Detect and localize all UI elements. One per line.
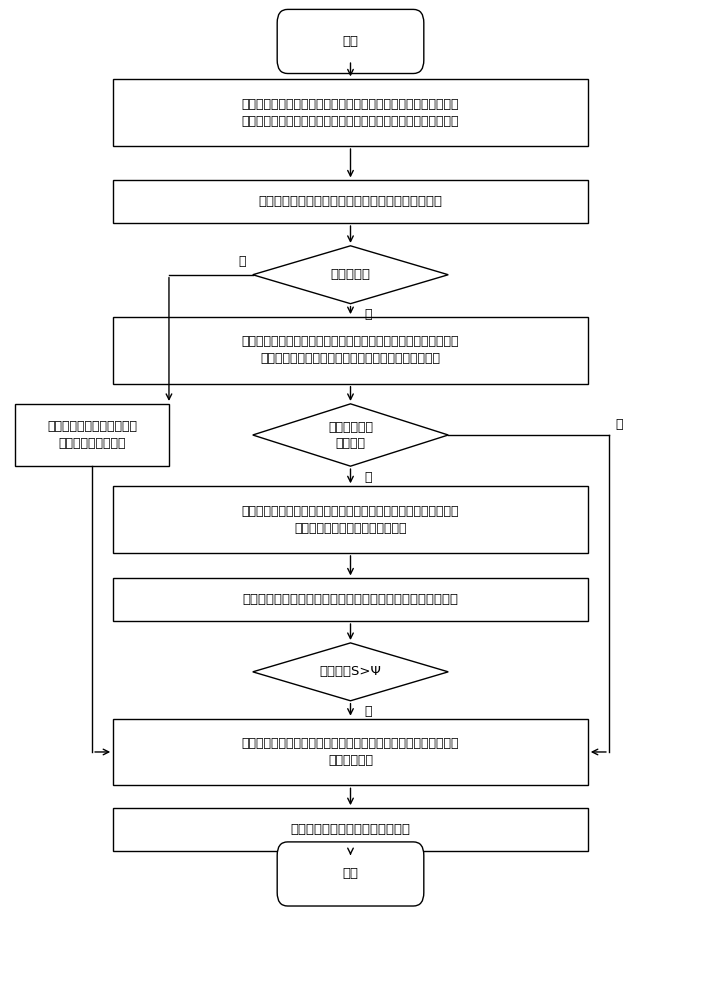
FancyBboxPatch shape xyxy=(277,9,424,74)
Text: 是: 是 xyxy=(365,308,372,321)
FancyBboxPatch shape xyxy=(15,404,169,466)
Text: 结束: 结束 xyxy=(343,867,358,880)
Text: 评估函数S>Ψ: 评估函数S>Ψ xyxy=(320,665,381,678)
Text: 导入全部数据，按照映射关系对数据预处理，评估预处理结果: 导入全部数据，按照映射关系对数据预处理，评估预处理结果 xyxy=(243,593,458,606)
Polygon shape xyxy=(253,246,448,304)
Text: 输出预处理结果，记录预处理日志: 输出预处理结果，记录预处理日志 xyxy=(290,823,411,836)
Text: 添加数据表的关键字和所有
字段到预处理规则库: 添加数据表的关键字和所有 字段到预处理规则库 xyxy=(47,420,137,450)
Text: 否: 否 xyxy=(238,255,246,268)
Text: 找到数据表数据所有字段，确定对应数值类型，比较数据表关键字
与对应数值类型和预处理规则库关键字与对应数值类型: 找到数据表数据所有字段，确定对应数值类型，比较数据表关键字 与对应数值类型和预处… xyxy=(242,335,459,365)
FancyBboxPatch shape xyxy=(113,578,588,621)
Text: 关键字与数值
类型一致: 关键字与数值 类型一致 xyxy=(328,421,373,450)
Text: 建立数据库和预处理规则库，新建数据表且标准化命名，抽样预处
理数据导入新建数据表，对数据表数据每个字段的值进行数理统计: 建立数据库和预处理规则库，新建数据表且标准化命名，抽样预处 理数据导入新建数据表… xyxy=(242,98,459,128)
FancyBboxPatch shape xyxy=(113,180,588,223)
FancyBboxPatch shape xyxy=(277,842,424,906)
Text: 是: 是 xyxy=(365,705,372,718)
Text: 计算数据表和规则库字段的特征向量，判断特征向量误差，确立数
据表字段与规则库字段的映射关系: 计算数据表和规则库字段的特征向量，判断特征向量误差，确立数 据表字段与规则库字段… xyxy=(242,505,459,535)
Text: 否: 否 xyxy=(615,418,623,431)
FancyBboxPatch shape xyxy=(113,808,588,851)
Polygon shape xyxy=(253,404,448,466)
FancyBboxPatch shape xyxy=(113,486,588,553)
Polygon shape xyxy=(253,643,448,701)
Text: 开始: 开始 xyxy=(343,35,358,48)
FancyBboxPatch shape xyxy=(113,79,588,146)
Text: 分箱法和数据平滑法对数据预处理，生成新的预处理规则，添加到
预处理规则库: 分箱法和数据平滑法对数据预处理，生成新的预处理规则，添加到 预处理规则库 xyxy=(242,737,459,767)
Text: 提取数据表的关键字，在预处理规则库中查询关键字: 提取数据表的关键字，在预处理规则库中查询关键字 xyxy=(259,195,442,208)
FancyBboxPatch shape xyxy=(113,317,588,384)
Text: 是: 是 xyxy=(365,471,372,484)
Text: 存在关键字: 存在关键字 xyxy=(330,268,371,281)
FancyBboxPatch shape xyxy=(113,719,588,785)
